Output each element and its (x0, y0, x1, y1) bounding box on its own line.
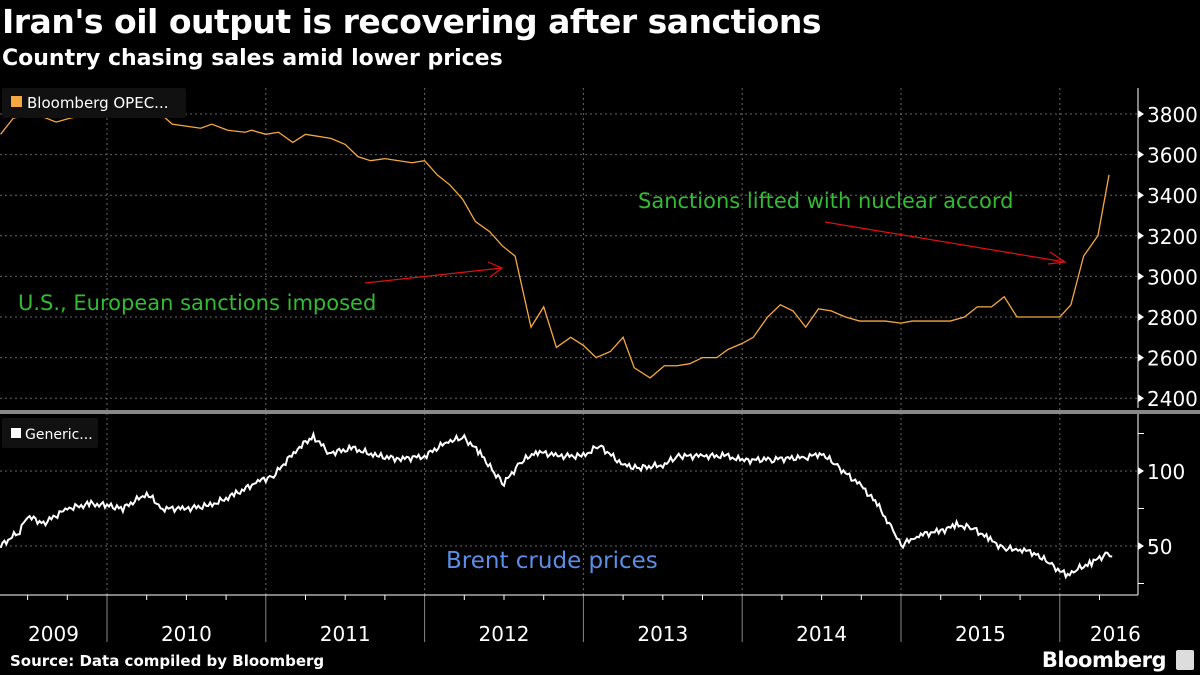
top-tick-marker (1138, 231, 1144, 240)
top-tick-marker (1138, 272, 1144, 281)
top-legend-box (2, 88, 186, 118)
annotation-sanctions-imposed: U.S., European sanctions imposed (18, 291, 376, 315)
top-y-tick-label: 3600 (1147, 144, 1198, 168)
brent-series-label: Brent crude prices (446, 548, 658, 574)
top-tick-marker (1138, 191, 1144, 200)
bottom-legend-box (2, 418, 98, 448)
bloomberg-logo: Bloomberg (1041, 648, 1167, 672)
panel-separator (0, 410, 1200, 414)
brent-price-line (0, 430, 1113, 580)
brent-legend-label: Generic... (25, 427, 93, 443)
x-tick-label: 2009 (28, 622, 79, 646)
top-tick-marker (1138, 110, 1144, 118)
top-y-tick-label: 3000 (1147, 265, 1198, 289)
arrowhead-sanctions-lifted (1047, 251, 1067, 265)
chart-subtitle: Country chasing sales amid lower prices (2, 46, 503, 71)
top-tick-marker (1138, 150, 1144, 159)
top-y-tick-label: 2600 (1147, 347, 1198, 371)
oil-output-line (0, 107, 1110, 379)
oil-legend-label: Bloomberg OPEC... (27, 94, 168, 112)
arrow-sanctions-lifted (824, 221, 1066, 263)
brent-legend-swatch (11, 428, 21, 438)
x-tick-label: 2016 (1090, 622, 1141, 646)
bottom-y-tick-label: 50 (1147, 535, 1172, 559)
x-tick-label: 2014 (796, 622, 847, 646)
x-tick-label: 2010 (161, 622, 212, 646)
top-y-tick-label: 3400 (1147, 184, 1198, 208)
chart-title: Iran's oil output is recovering after sa… (2, 2, 821, 41)
bottom-y-tick-label: 100 (1147, 460, 1185, 484)
bottom-tick-marker (1138, 467, 1144, 475)
top-y-tick-label: 3800 (1147, 103, 1198, 127)
x-tick-label: 2015 (955, 622, 1006, 646)
top-y-tick-label: 3200 (1147, 225, 1198, 249)
x-tick-label: 2013 (637, 622, 688, 646)
arrow-sanctions-imposed (364, 267, 503, 284)
top-y-tick-label: 2400 (1147, 387, 1198, 411)
x-tick-label: 2011 (320, 622, 371, 646)
x-tick-label: 2012 (479, 622, 530, 646)
top-y-tick-label: 2800 (1147, 306, 1198, 330)
bloomberg-chart-icon (1176, 650, 1194, 670)
annotation-sanctions-lifted: Sanctions lifted with nuclear accord (638, 189, 1013, 213)
arrowhead-sanctions-imposed (487, 261, 504, 278)
top-tick-marker (1138, 353, 1144, 362)
top-tick-marker (1138, 313, 1144, 321)
top-tick-marker (1138, 394, 1144, 403)
bottom-tick-marker (1138, 542, 1144, 550)
source-note: Source: Data compiled by Bloomberg (10, 652, 325, 670)
oil-legend-swatch (11, 96, 22, 107)
